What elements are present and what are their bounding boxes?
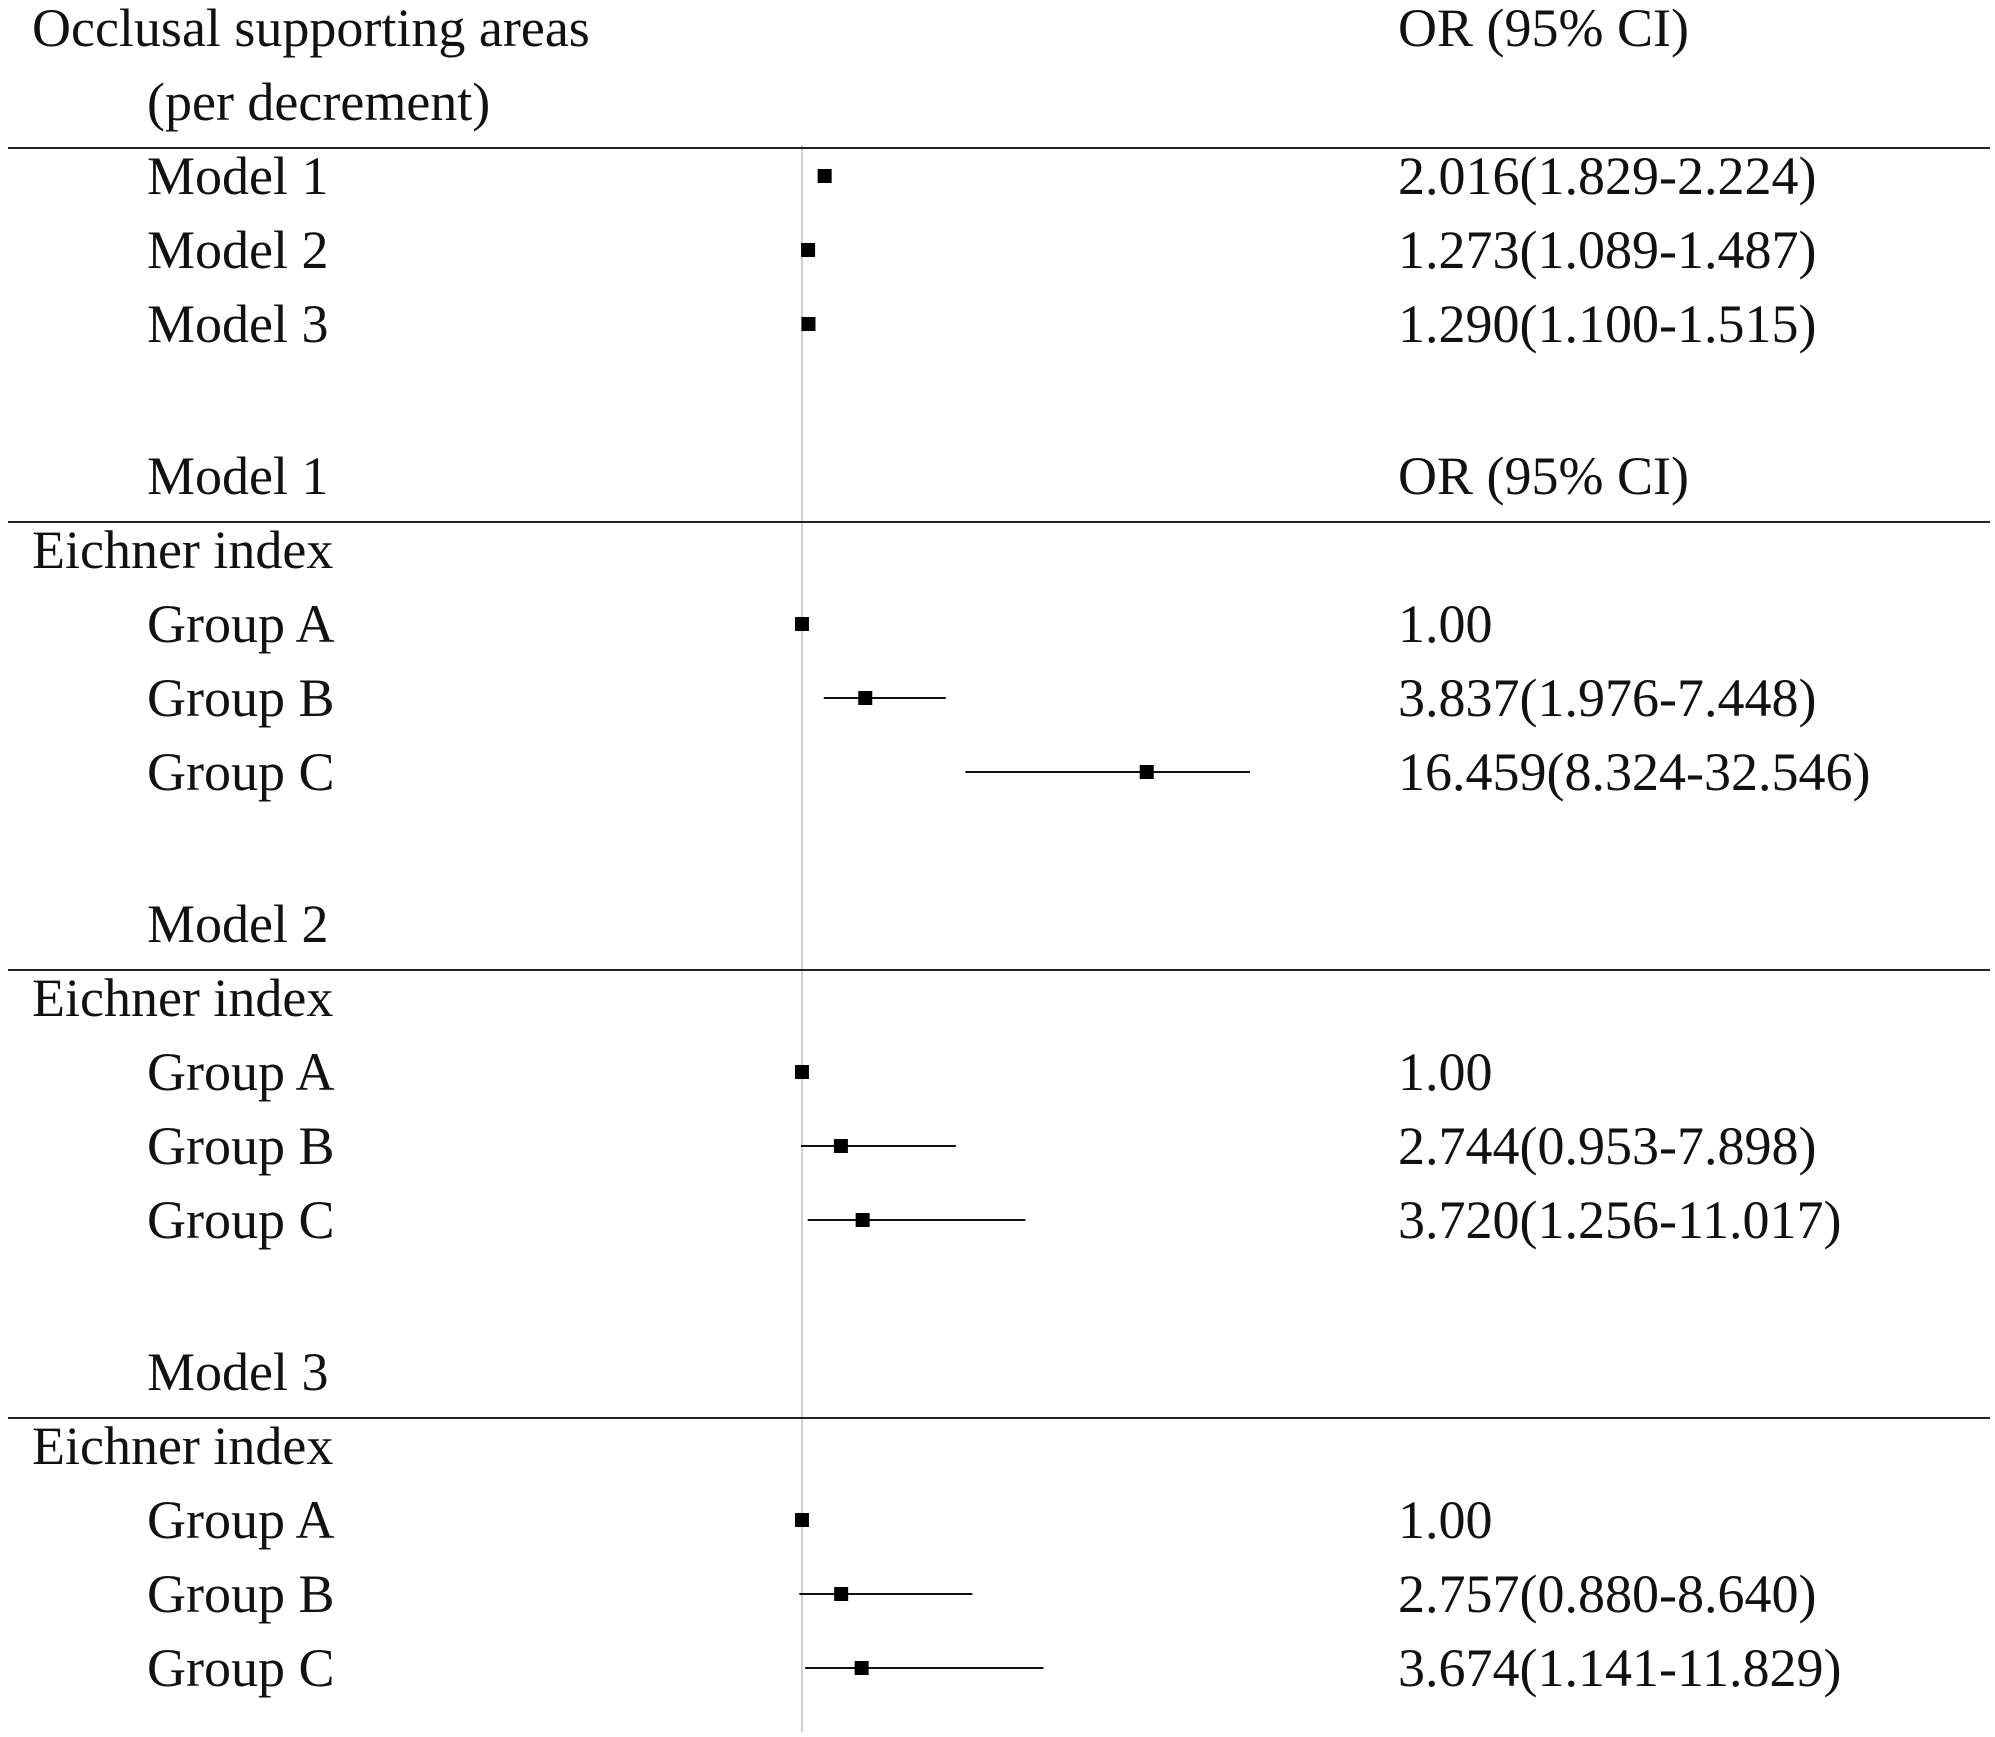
or-ci-value: 2.757(0.880-8.640): [1398, 1564, 1816, 1624]
or-ci-value: 1.00: [1398, 594, 1493, 654]
column-header-or-ci: OR (95% CI): [1398, 0, 1689, 58]
section-title: Model 1: [147, 446, 329, 506]
section-title: Occlusal supporting areas: [32, 0, 590, 58]
or-ci-value: 1.00: [1398, 1042, 1493, 1102]
row-label: Model 1: [147, 146, 329, 206]
row-label: Group C: [147, 742, 335, 802]
row-label: Group A: [147, 594, 335, 654]
or-point-marker: [858, 691, 873, 705]
row-label: Group B: [147, 1564, 335, 1624]
or-point-marker: [1139, 765, 1154, 779]
row-label: Group B: [147, 1116, 335, 1176]
row-label: Model 3: [147, 294, 329, 354]
column-header-or-ci: OR (95% CI): [1398, 446, 1689, 506]
row-label: Group A: [147, 1042, 335, 1102]
or-ci-value: 1.290(1.100-1.515): [1398, 294, 1816, 354]
section-title: Model 3: [147, 1342, 329, 1402]
or-point-marker: [854, 1661, 869, 1675]
group-label: Eichner index: [32, 520, 333, 580]
or-point-marker: [795, 1513, 809, 1527]
row-label: Group C: [147, 1190, 335, 1250]
row-label: Group B: [147, 668, 335, 728]
or-ci-value: 3.720(1.256-11.017): [1398, 1190, 1841, 1250]
or-point-marker: [795, 1065, 809, 1079]
or-point-marker: [855, 1213, 870, 1227]
group-label: Eichner index: [32, 1416, 333, 1476]
or-ci-value: 1.00: [1398, 1490, 1493, 1550]
or-point-marker: [833, 1139, 848, 1153]
or-point-marker: [801, 243, 816, 257]
section-title: (per decrement): [147, 72, 490, 132]
or-point-marker: [817, 169, 832, 183]
or-ci-value: 1.273(1.089-1.487): [1398, 220, 1816, 280]
or-ci-value: 3.837(1.976-7.448): [1398, 668, 1816, 728]
or-point-marker: [801, 317, 816, 331]
or-ci-value: 3.674(1.141-11.829): [1398, 1638, 1841, 1698]
or-ci-value: 2.744(0.953-7.898): [1398, 1116, 1816, 1176]
row-label: Model 2: [147, 220, 329, 280]
or-point-marker: [834, 1587, 849, 1601]
or-ci-value: 2.016(1.829-2.224): [1398, 146, 1816, 206]
row-label: Group A: [147, 1490, 335, 1550]
or-ci-value: 16.459(8.324-32.546): [1398, 742, 1870, 802]
row-label: Group C: [147, 1638, 335, 1698]
or-point-marker: [795, 617, 809, 631]
group-label: Eichner index: [32, 968, 333, 1028]
section-title: Model 2: [147, 894, 329, 954]
